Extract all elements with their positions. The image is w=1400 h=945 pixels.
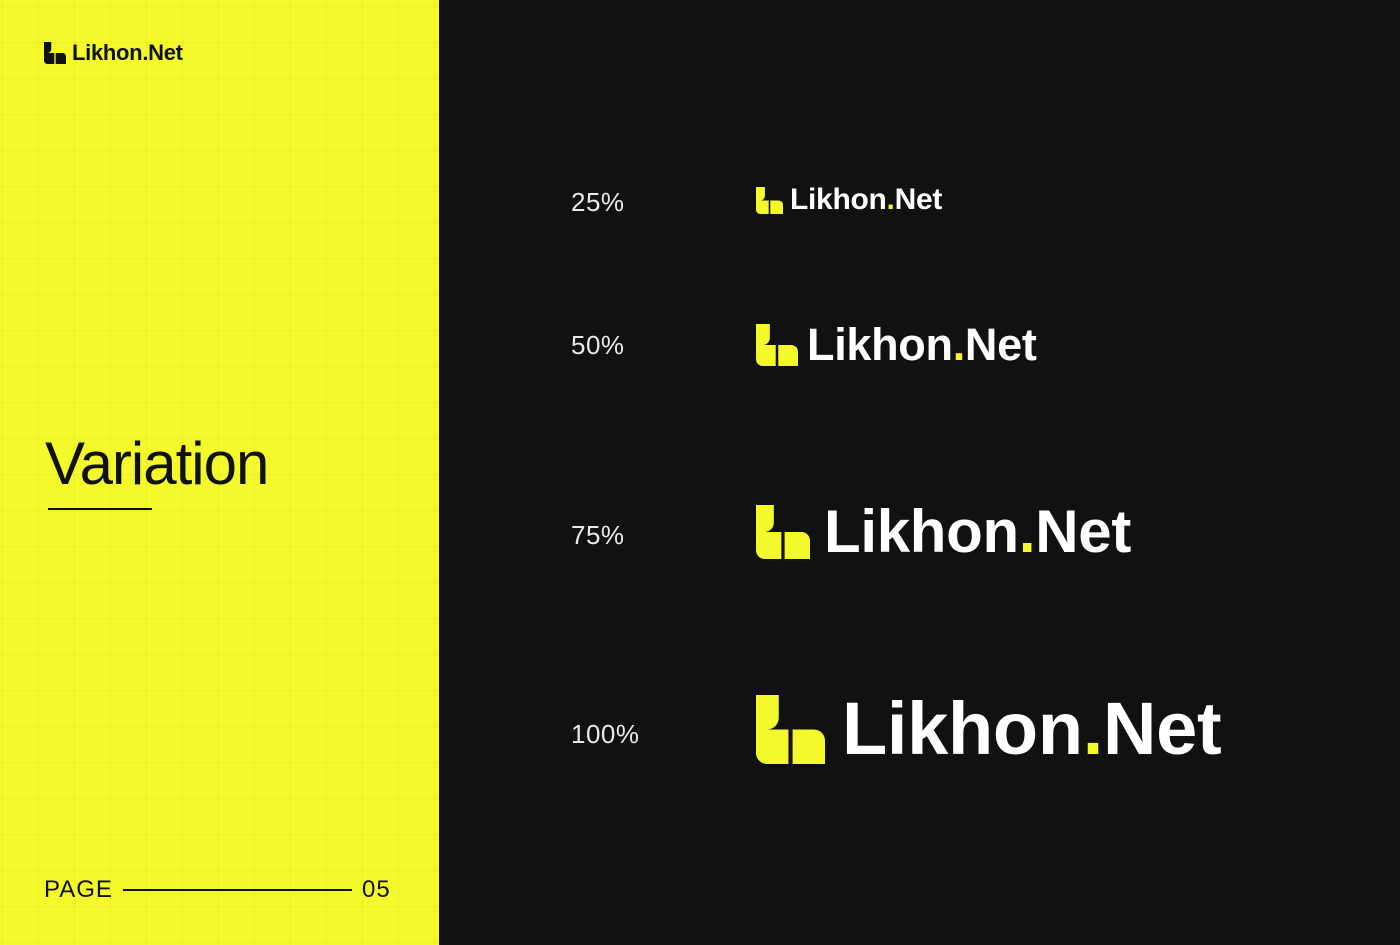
likhon-mark-icon bbox=[756, 324, 798, 366]
page-label: PAGE bbox=[44, 876, 113, 903]
variation-logo-25: Likhon.Net bbox=[756, 185, 942, 215]
variation-logo-100: Likhon.Net bbox=[756, 687, 1222, 770]
variation-wordmark-75: Likhon.Net bbox=[824, 498, 1131, 565]
variation-wordmark-25: Likhon.Net bbox=[790, 183, 943, 216]
page-number: 05 bbox=[362, 876, 391, 903]
variation-label-100: 100% bbox=[571, 719, 640, 749]
header-logo-wordmark: Likhon.Net bbox=[72, 40, 183, 65]
variation-logo-50: Likhon.Net bbox=[756, 322, 1037, 367]
header-logo: Likhon.Net bbox=[44, 42, 183, 64]
likhon-mark-icon bbox=[756, 187, 783, 214]
page-divider bbox=[123, 889, 352, 891]
variation-wordmark-100: Likhon.Net bbox=[842, 687, 1222, 770]
variation-logo-75: Likhon.Net bbox=[756, 502, 1131, 562]
likhon-mark-icon bbox=[756, 505, 810, 559]
variation-label-50: 50% bbox=[571, 330, 625, 360]
variation-label-25: 25% bbox=[571, 187, 625, 217]
likhon-mark-icon bbox=[756, 695, 825, 764]
page-title: Variation bbox=[45, 430, 269, 497]
variation-wordmark-50: Likhon.Net bbox=[807, 319, 1037, 370]
variation-label-75: 75% bbox=[571, 520, 625, 550]
title-underline bbox=[48, 508, 152, 510]
left-panel: Likhon.Net Variation PAGE 05 bbox=[0, 0, 439, 945]
right-panel bbox=[439, 0, 1400, 945]
likhon-mark-icon bbox=[44, 42, 66, 64]
